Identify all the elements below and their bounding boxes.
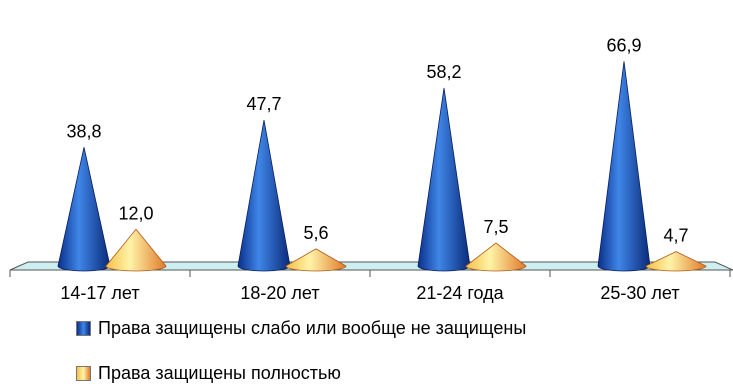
legend-label-series-2: Права защищены полностью <box>98 363 341 383</box>
legend-item-series-1: Права защищены слабо или вообще не защищ… <box>76 318 526 339</box>
cone-chart: 38,8 12,0 47,7 5,6 58,2 7,5 66,9 4,7 14-17 лет 1… <box>9 35 733 303</box>
data-label-series-1: 58,2 <box>426 62 461 82</box>
data-label-series-2: 4,7 <box>663 226 688 246</box>
cone-series-2 <box>285 248 347 272</box>
cone-series-1 <box>417 87 471 272</box>
cone-series-1 <box>57 147 111 272</box>
data-label-series-1: 38,8 <box>66 121 101 141</box>
cone-series-2 <box>465 242 527 272</box>
data-label-series-2: 5,6 <box>303 223 328 243</box>
cone-series-1 <box>597 61 651 272</box>
data-label-series-1: 66,9 <box>606 35 641 55</box>
data-label-series-1: 47,7 <box>246 94 281 114</box>
legend-swatch-blue <box>76 321 91 336</box>
legend-swatch-orange <box>76 366 91 381</box>
x-tick-label: 18-20 лет <box>240 283 319 303</box>
legend-label-series-1: Права защищены слабо или вообще не защищ… <box>98 318 527 338</box>
cone-series-2 <box>105 228 167 272</box>
x-tick-label: 25-30 лет <box>600 283 679 303</box>
cone-series-2 <box>645 251 707 272</box>
data-label-series-2: 12,0 <box>118 203 153 223</box>
cone-series-1 <box>237 119 291 272</box>
legend-item-series-2: Права защищены полностью <box>76 363 341 384</box>
x-tick-label: 14-17 лет <box>60 283 139 303</box>
x-tick-label: 21-24 года <box>416 283 504 303</box>
data-label-series-2: 7,5 <box>483 217 508 237</box>
